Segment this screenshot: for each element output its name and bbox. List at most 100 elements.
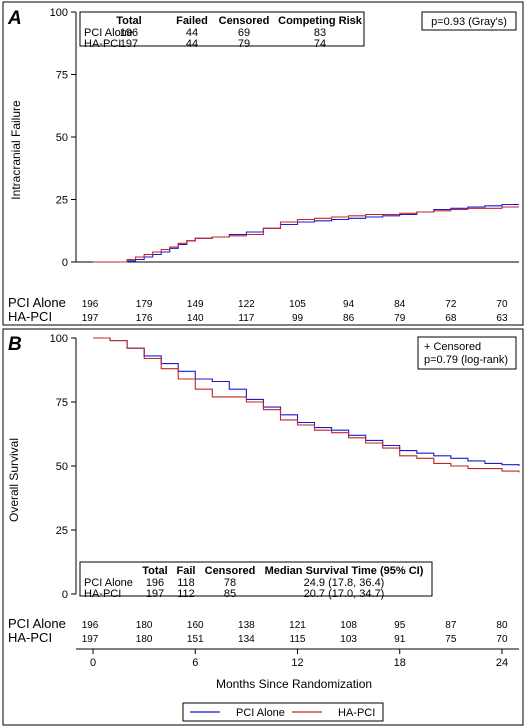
risk-a-row2-value: 176 bbox=[136, 313, 153, 324]
risk-a-row2-value: 86 bbox=[343, 313, 355, 324]
risk-a-row1-value: 105 bbox=[289, 299, 306, 310]
risk-b-row2-value: 151 bbox=[187, 634, 204, 645]
x-axis-ticks: 0 6 12 18 24 bbox=[90, 649, 508, 669]
panel-a-y-ticks: 0 25 50 75 100 bbox=[50, 7, 76, 269]
table-b-header-median: Median Survival Time (95% CI) bbox=[265, 565, 424, 577]
panel-b-y-ticks: 0 25 50 75 100 bbox=[50, 333, 76, 601]
panel-b-summary-table bbox=[79, 561, 433, 597]
panel-b-y-tick-label: 50 bbox=[56, 461, 68, 473]
panel-a-curves bbox=[93, 203, 519, 263]
table-a-row2-total: 197 bbox=[120, 38, 138, 50]
panel-a-y-label: Intracranial Failure bbox=[9, 100, 23, 200]
table-b-header-total: Total bbox=[142, 565, 167, 577]
table-b-row1-censored: 78 bbox=[224, 577, 236, 589]
panel-b-stat-box bbox=[417, 336, 517, 370]
risk-a-row1-label: PCI Alone bbox=[8, 295, 66, 310]
panel-a-y-tick-label: 100 bbox=[50, 7, 68, 19]
risk-b-row1-label: PCI Alone bbox=[8, 616, 66, 631]
table-b-row1-fail: 118 bbox=[177, 577, 195, 589]
x-tick-label: 18 bbox=[394, 657, 406, 669]
table-a-row2-censored: 79 bbox=[238, 38, 250, 50]
risk-b-row2-value: 180 bbox=[136, 634, 153, 645]
panel-a-y-tick-label: 0 bbox=[62, 257, 68, 269]
risk-a-row2-value: 99 bbox=[292, 313, 304, 324]
table-b-row2-censored: 85 bbox=[224, 588, 236, 600]
legend-ha-pci-label: HA-PCI bbox=[338, 707, 375, 719]
risk-b-row1-value: 121 bbox=[289, 620, 306, 631]
panel-b-y-tick-label: 0 bbox=[62, 589, 68, 601]
risk-b-row1-value: 196 bbox=[82, 620, 99, 631]
table-b-row1-median: 24.9 (17.8, 36.4) bbox=[304, 577, 385, 589]
ha-pci-curve-panel-a bbox=[93, 206, 519, 263]
panel-a-y-tick-label: 50 bbox=[56, 132, 68, 144]
risk-b-row1-value: 108 bbox=[340, 620, 357, 631]
risk-b-row2-value: 115 bbox=[290, 634, 306, 645]
x-tick-label: 24 bbox=[496, 657, 508, 669]
panel-a-summary-table bbox=[79, 11, 365, 47]
risk-a-row2-value: 68 bbox=[445, 313, 457, 324]
table-b-row2-name: HA-PCI bbox=[84, 588, 121, 600]
risk-b-row1-value: 160 bbox=[187, 620, 204, 631]
risk-a-row1-value: 84 bbox=[394, 299, 406, 310]
risk-a-row2-value: 63 bbox=[496, 313, 508, 324]
table-a-header-censored: Censored bbox=[219, 15, 270, 27]
risk-a-row2-value: 117 bbox=[238, 313, 254, 324]
risk-a-row1-value: 72 bbox=[445, 299, 457, 310]
table-b-row2-fail: 112 bbox=[177, 588, 195, 600]
panel-a-y-tick-label: 75 bbox=[56, 70, 68, 82]
ha-pci-curve-panel-b bbox=[93, 337, 520, 473]
x-axis-label: Months Since Randomization bbox=[216, 677, 372, 691]
table-b-header-fail: Fail bbox=[177, 565, 196, 577]
risk-a-row1-value: 179 bbox=[136, 299, 153, 310]
risk-b-row2-label: HA-PCI bbox=[8, 630, 52, 645]
panel-a-stat-text: p=0.93 (Gray's) bbox=[431, 16, 507, 28]
panel-a-frame bbox=[2, 1, 524, 326]
risk-b-row1-value: 80 bbox=[496, 620, 508, 631]
x-tick-label: 12 bbox=[291, 657, 303, 669]
x-tick-label: 6 bbox=[192, 657, 198, 669]
risk-a-row2-value: 140 bbox=[187, 313, 204, 324]
table-b-row2-total: 197 bbox=[146, 588, 164, 600]
panel-b-y-label: Overall Survival bbox=[7, 438, 21, 522]
panel-a-y-tick-label: 25 bbox=[56, 195, 68, 207]
table-a-row1-name: PCI Alone bbox=[84, 27, 133, 39]
table-a-row1-competing: 83 bbox=[314, 27, 326, 39]
risk-a-row1-value: 122 bbox=[238, 299, 255, 310]
risk-b-row2-value: 91 bbox=[394, 634, 406, 645]
risk-a-row2-value: 79 bbox=[394, 313, 406, 324]
panel-b-censored-note: + Censored bbox=[424, 341, 481, 353]
pci-alone-curve-panel-b bbox=[93, 337, 520, 466]
panel-b: B Overall Survival 0 25 50 75 100 + Censored… bbox=[2, 328, 524, 726]
table-b-row1-total: 196 bbox=[146, 577, 164, 589]
table-a-header-failed: Failed bbox=[176, 15, 208, 27]
table-a-header-total: Total bbox=[116, 15, 141, 27]
panel-b-curves bbox=[93, 337, 520, 473]
pci-alone-curve-panel-a bbox=[93, 203, 519, 263]
panel-b-letter: B bbox=[8, 334, 22, 355]
panel-b-y-tick-label: 25 bbox=[56, 525, 68, 537]
risk-b-row2-value: 70 bbox=[496, 634, 508, 645]
risk-b-row2-value: 197 bbox=[82, 634, 99, 645]
panel-b-frame bbox=[2, 328, 524, 726]
panel-a-risk-table: 196 179 149 122 105 94 84 72 70 197 176 140 117 99 86 7… bbox=[82, 299, 508, 324]
risk-b-row2-value: 134 bbox=[238, 634, 255, 645]
risk-a-row1-value: 149 bbox=[187, 299, 204, 310]
table-a-row1-total: 196 bbox=[120, 27, 138, 39]
panel-b-y-tick-label: 75 bbox=[56, 397, 68, 409]
panel-a-stat-box bbox=[421, 11, 517, 31]
risk-b-row1-value: 87 bbox=[445, 620, 457, 631]
table-b-header-censored: Censored bbox=[205, 565, 256, 577]
risk-b-row1-value: 180 bbox=[136, 620, 153, 631]
table-a-row2-name: HA-PCI bbox=[84, 38, 121, 50]
panel-b-y-tick-label: 100 bbox=[50, 333, 68, 345]
x-tick-label: 0 bbox=[90, 657, 96, 669]
table-b-row1-name: PCI Alone bbox=[84, 577, 133, 589]
table-b-row2-median: 20.7 (17.0, 34.7) bbox=[304, 588, 385, 600]
risk-a-row2-value: 197 bbox=[82, 313, 99, 324]
table-a-row1-censored: 69 bbox=[238, 27, 250, 39]
risk-b-row2-value: 75 bbox=[445, 634, 457, 645]
risk-a-row2-label: HA-PCI bbox=[8, 309, 52, 324]
table-a-row1-failed: 44 bbox=[186, 27, 198, 39]
table-a-row2-competing: 74 bbox=[314, 38, 326, 50]
